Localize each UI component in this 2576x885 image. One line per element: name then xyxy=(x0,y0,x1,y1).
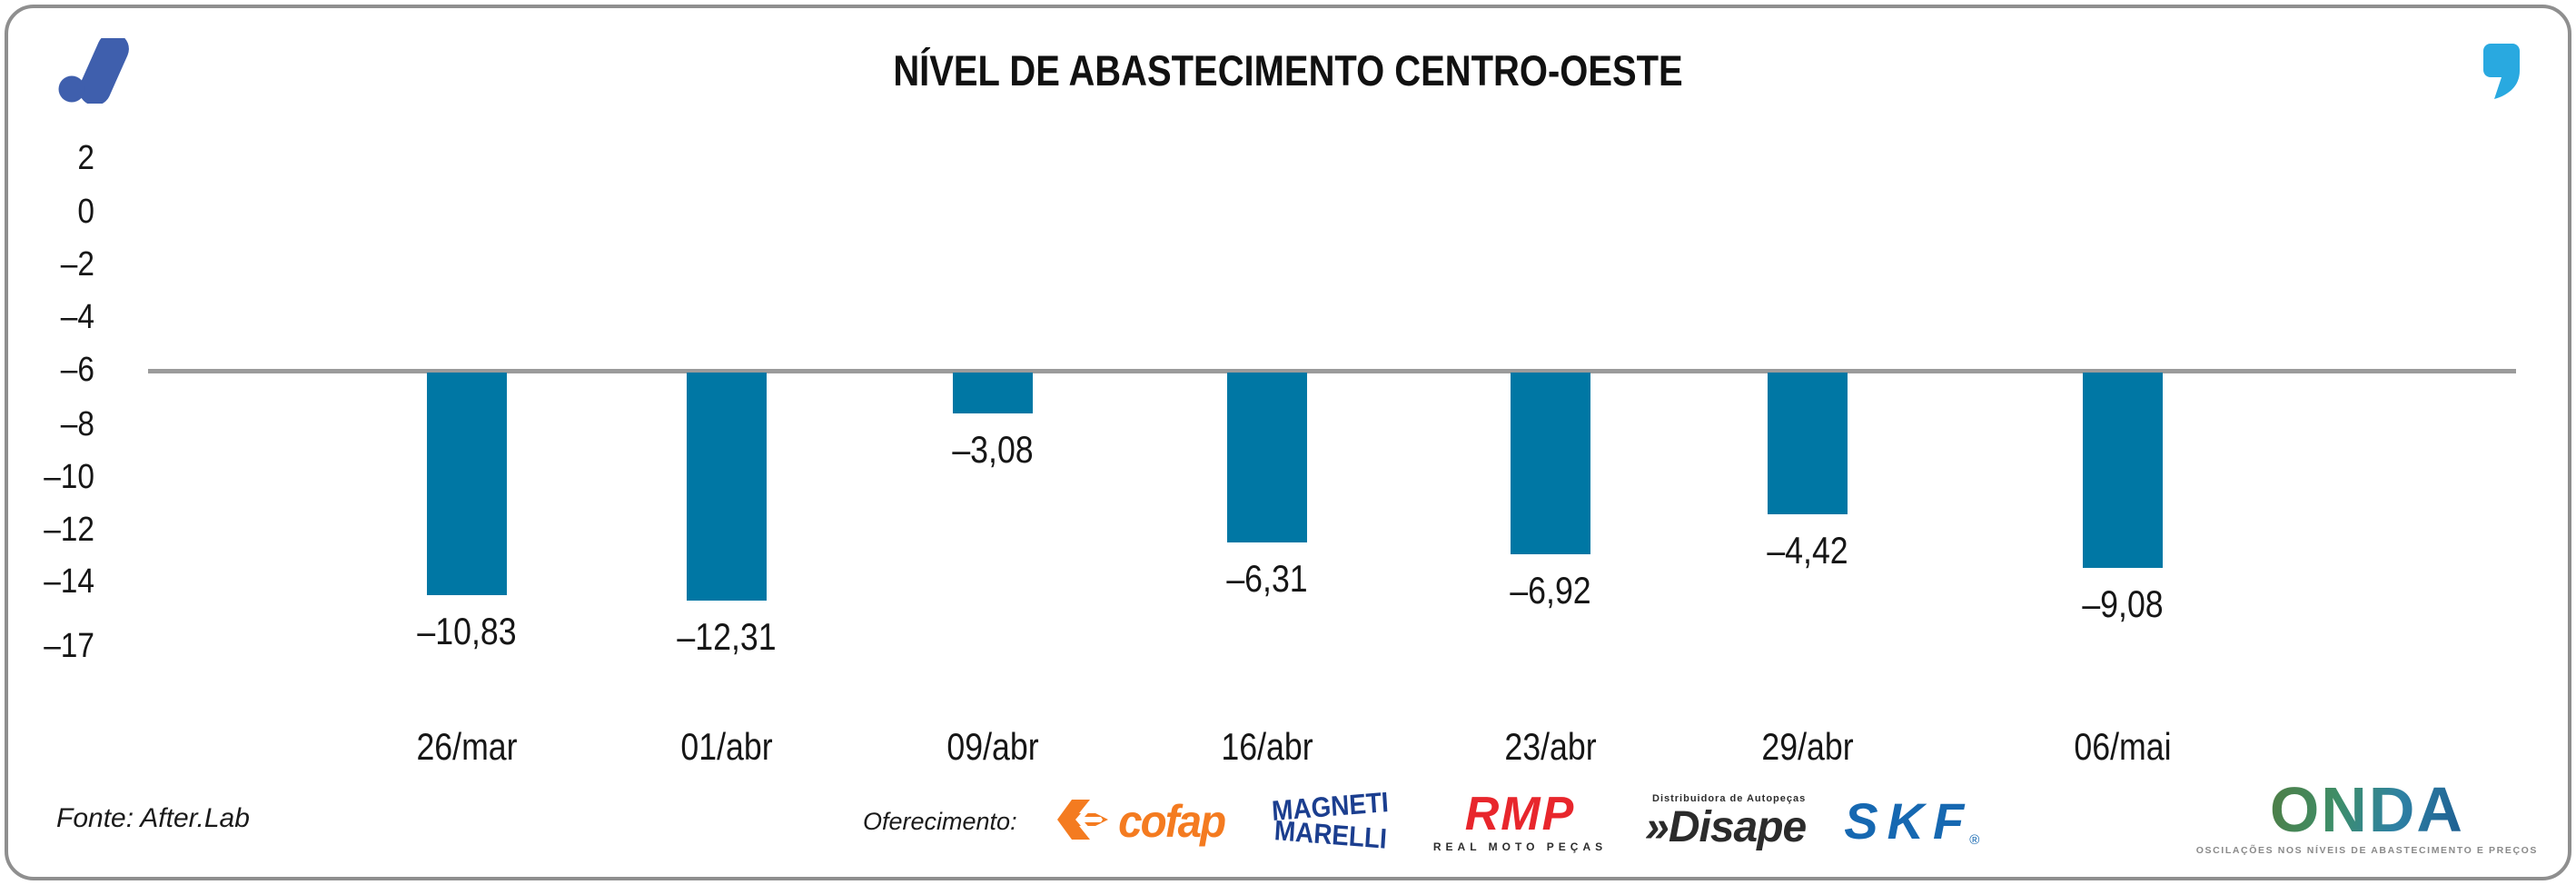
sponsor-row: Oferecimento: cofap MAGNETI MARELLI RMP … xyxy=(863,780,1979,863)
y-tick-label: –12 xyxy=(44,511,94,549)
onda-tagline: OSCILAÇÕES NOS NÍVEIS DE ABASTECIMENTO E… xyxy=(2195,845,2538,856)
y-tick-label: –10 xyxy=(44,458,94,496)
axis-baseline xyxy=(148,369,2516,373)
bar-value-label: –4,42 xyxy=(1767,529,1848,572)
bar-value-label: –10,83 xyxy=(417,610,517,652)
magneti-marelli-logo: MAGNETI MARELLI xyxy=(1265,787,1395,855)
x-axis-label: 29/abr xyxy=(1761,725,1854,768)
chart-title: NÍVEL DE ABASTECIMENTO CENTRO-OESTE xyxy=(893,46,1683,94)
cofap-wordmark: cofap xyxy=(1117,796,1226,847)
skf-logo: SKF ® xyxy=(1844,792,1980,850)
quote-icon xyxy=(2483,44,2520,104)
bar-value-label: –9,08 xyxy=(2082,582,2164,625)
bar xyxy=(427,373,507,595)
rmp-subtitle: REAL MOTO PEÇAS xyxy=(1432,840,1608,853)
x-axis-label: 23/abr xyxy=(1504,725,1597,768)
x-axis-label: 06/mai xyxy=(2074,725,2172,768)
x-axis-label: 16/abr xyxy=(1221,725,1313,768)
y-tick-label: 0 xyxy=(77,193,94,231)
y-tick-label: –17 xyxy=(44,627,94,665)
x-axis-label: 01/abr xyxy=(680,725,773,768)
y-tick-label: –6 xyxy=(60,351,94,389)
disape-subtitle: Distribuidora de Autopeças xyxy=(1652,792,1807,804)
x-axis-label: 09/abr xyxy=(946,725,1039,768)
skf-registered-mark: ® xyxy=(1969,832,1980,848)
afterlab-logo-icon xyxy=(58,33,131,108)
card-border xyxy=(5,5,2571,880)
bar-value-label: –3,08 xyxy=(952,428,1034,471)
bar-value-label: –6,31 xyxy=(1226,557,1308,600)
disape-logo: Distribuidora de Autopeças »Disape xyxy=(1645,792,1807,851)
y-tick-label: –8 xyxy=(60,405,94,443)
rmp-logo: RMP REAL MOTO PEÇAS xyxy=(1433,791,1607,852)
cofap-logo: cofap xyxy=(1055,795,1227,848)
x-axis-label: 26/mar xyxy=(416,725,518,768)
bar-value-label: –12,31 xyxy=(677,615,777,658)
sponsor-label: Oferecimento: xyxy=(863,807,1017,835)
cofap-arrow-icon xyxy=(1055,798,1108,846)
y-tick-label: 2 xyxy=(77,139,94,177)
y-tick-label: –2 xyxy=(60,245,94,283)
y-tick-label: –4 xyxy=(60,298,94,336)
skf-wordmark: SKF xyxy=(1844,792,1974,850)
source-note: Fonte: After.Lab xyxy=(56,803,250,833)
bar xyxy=(953,373,1033,413)
y-tick-label: –14 xyxy=(44,562,94,601)
bar xyxy=(2083,373,2163,568)
rmp-wordmark: RMP xyxy=(1464,788,1576,840)
bar xyxy=(687,373,767,601)
onda-logo: ONDA OSCILAÇÕES NOS NÍVEIS DE ABASTECIME… xyxy=(2196,778,2538,856)
onda-wordmark: ONDA xyxy=(2269,774,2464,845)
magneti-line2: MARELLI xyxy=(1273,814,1388,855)
bar-value-label: –6,92 xyxy=(1510,569,1591,612)
disape-wordmark: »Disape xyxy=(1645,802,1807,851)
bar xyxy=(1768,373,1848,514)
bar xyxy=(1227,373,1307,542)
bar xyxy=(1511,373,1590,554)
